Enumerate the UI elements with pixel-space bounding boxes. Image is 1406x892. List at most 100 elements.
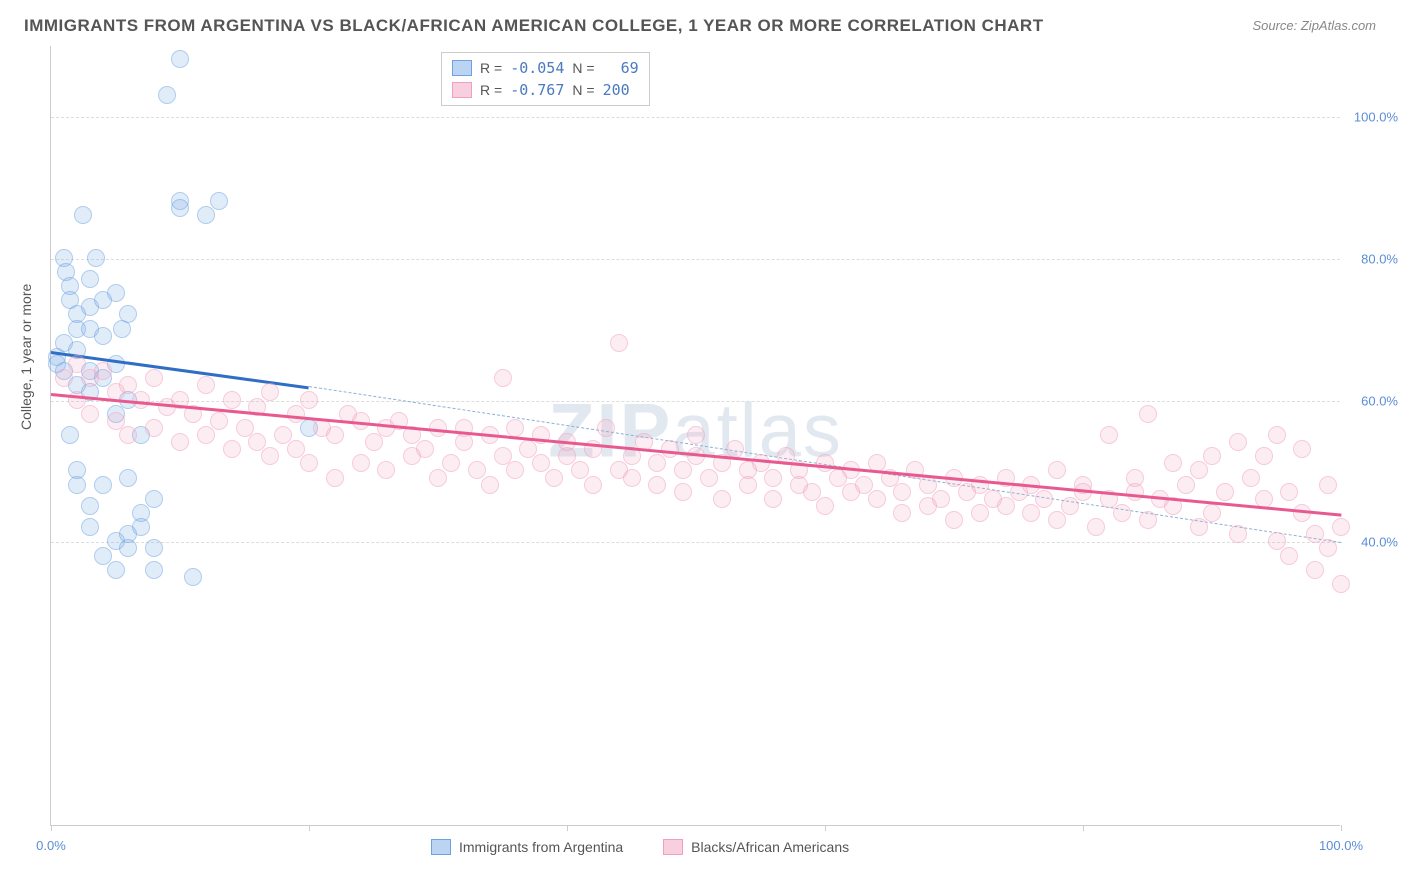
data-point (416, 440, 434, 458)
bottom-legend-item-2: Blacks/African Americans (663, 839, 849, 855)
series-2-name: Blacks/African Americans (691, 839, 849, 855)
r-label: R = (480, 60, 502, 76)
data-point (132, 391, 150, 409)
data-point (94, 476, 112, 494)
data-point (81, 518, 99, 536)
data-point (1293, 440, 1311, 458)
data-point (261, 383, 279, 401)
data-point (442, 454, 460, 472)
data-point (287, 405, 305, 423)
data-point (764, 469, 782, 487)
data-point (81, 405, 99, 423)
data-point (1216, 483, 1234, 501)
data-point (816, 497, 834, 515)
data-point (945, 511, 963, 529)
data-point (1229, 433, 1247, 451)
data-point (81, 497, 99, 515)
data-point (1332, 575, 1350, 593)
data-point (1048, 511, 1066, 529)
data-point (1203, 504, 1221, 522)
data-point (145, 419, 163, 437)
data-point (326, 469, 344, 487)
data-point (119, 539, 137, 557)
data-point (158, 86, 176, 104)
data-point (597, 419, 615, 437)
data-point (1164, 454, 1182, 472)
legend-row-2: R = -0.767 N = 200 (452, 79, 639, 101)
data-point (932, 490, 950, 508)
x-tick (309, 825, 310, 831)
data-point (1035, 490, 1053, 508)
swatch-blue (452, 60, 472, 76)
r-value-1: -0.054 (510, 59, 564, 77)
data-point (197, 206, 215, 224)
data-point (1268, 426, 1286, 444)
data-point (494, 369, 512, 387)
gridline-h (51, 259, 1340, 260)
y-tick-label: 60.0% (1361, 393, 1398, 408)
bottom-legend-item-1: Immigrants from Argentina (431, 839, 623, 855)
data-point (674, 461, 692, 479)
n-value-2: 200 (603, 81, 630, 99)
y-axis-label: College, 1 year or more (18, 284, 34, 430)
data-point (326, 426, 344, 444)
data-point (365, 433, 383, 451)
data-point (61, 426, 79, 444)
data-point (764, 490, 782, 508)
data-point (94, 327, 112, 345)
data-point (132, 518, 150, 536)
data-point (687, 426, 705, 444)
x-tick (1341, 825, 1342, 831)
n-label: N = (572, 60, 594, 76)
x-tick-label: 100.0% (1319, 838, 1363, 853)
data-point (1280, 483, 1298, 501)
x-tick (1083, 825, 1084, 831)
data-point (81, 270, 99, 288)
data-point (171, 433, 189, 451)
gridline-h (51, 401, 1340, 402)
data-point (300, 454, 318, 472)
data-point (506, 419, 524, 437)
data-point (739, 476, 757, 494)
data-point (648, 454, 666, 472)
data-point (1319, 476, 1337, 494)
source-attribution: Source: ZipAtlas.com (1252, 18, 1376, 33)
swatch-pink-2 (663, 839, 683, 855)
x-tick-label: 0.0% (36, 838, 66, 853)
data-point (1203, 447, 1221, 465)
data-point (1190, 461, 1208, 479)
data-point (1255, 447, 1273, 465)
y-tick-label: 100.0% (1354, 109, 1398, 124)
swatch-pink (452, 82, 472, 98)
gridline-h (51, 542, 1340, 543)
data-point (184, 568, 202, 586)
x-tick (567, 825, 568, 831)
data-point (1139, 511, 1157, 529)
data-point (713, 490, 731, 508)
data-point (94, 362, 112, 380)
data-point (223, 391, 241, 409)
data-point (197, 376, 215, 394)
data-point (261, 447, 279, 465)
data-point (145, 561, 163, 579)
bottom-legend: Immigrants from Argentina Blacks/African… (431, 839, 849, 855)
data-point (1280, 547, 1298, 565)
data-point (700, 469, 718, 487)
data-point (1177, 476, 1195, 494)
swatch-blue-2 (431, 839, 451, 855)
data-point (545, 469, 563, 487)
data-point (1319, 539, 1337, 557)
data-point (119, 426, 137, 444)
series-1-name: Immigrants from Argentina (459, 839, 623, 855)
data-point (145, 490, 163, 508)
data-point (506, 461, 524, 479)
data-point (893, 504, 911, 522)
x-tick (825, 825, 826, 831)
data-point (107, 284, 125, 302)
data-point (300, 391, 318, 409)
data-point (119, 469, 137, 487)
gridline-h (51, 117, 1340, 118)
data-point (171, 199, 189, 217)
data-point (1100, 426, 1118, 444)
correlation-legend: R = -0.054 N = 69 R = -0.767 N = 200 (441, 52, 650, 106)
